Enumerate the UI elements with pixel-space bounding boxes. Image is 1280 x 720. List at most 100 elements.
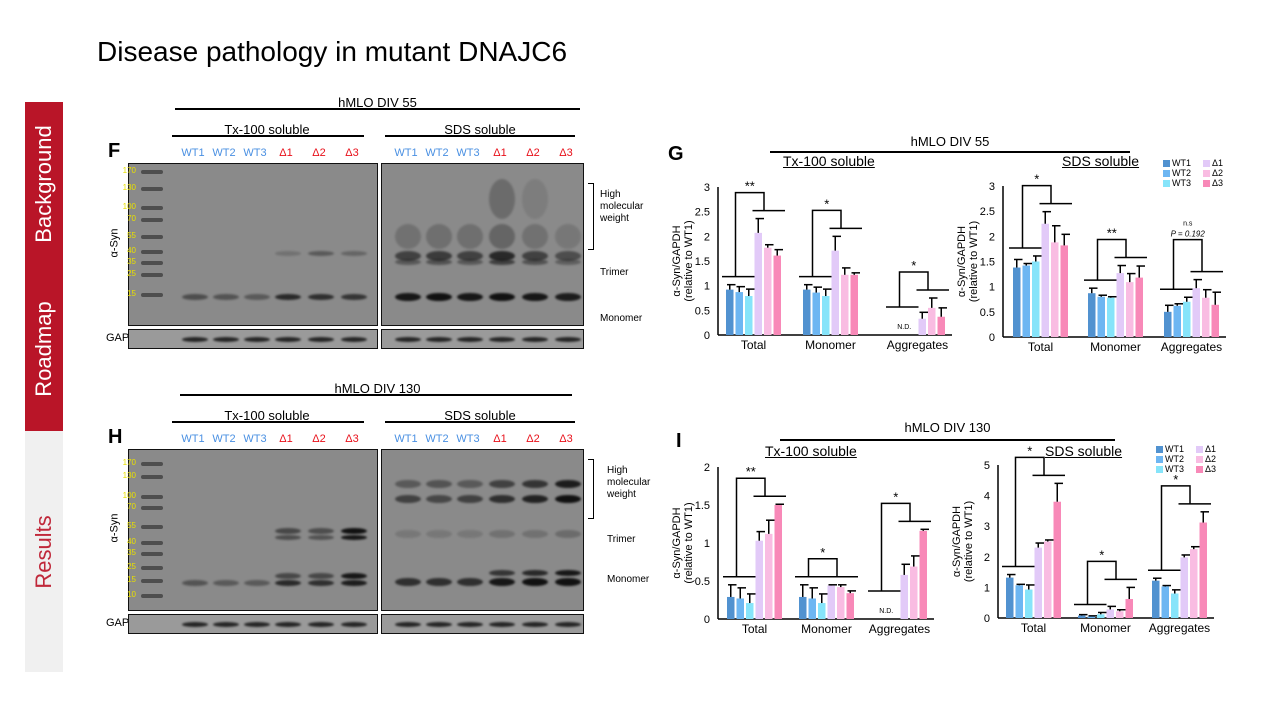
lane-label: Δ1 [493, 147, 507, 159]
protein-band [213, 622, 239, 627]
antibody-label: α-Syn [108, 513, 121, 543]
gapdh-blot-tx100 [128, 329, 378, 349]
legend-item: WT3 [1156, 464, 1196, 474]
marker-band [141, 250, 163, 254]
significance-label: * [1173, 472, 1178, 487]
divider [172, 421, 364, 423]
protein-band [457, 337, 483, 342]
blot-image-tx100 [128, 449, 378, 611]
marker-band [141, 579, 163, 583]
protein-band [275, 622, 301, 627]
protein-band [308, 528, 334, 534]
bar [1161, 586, 1169, 618]
x-tick-label: Total [1028, 340, 1053, 354]
marker-label: 170 [122, 458, 136, 467]
marker-band [141, 552, 163, 556]
x-tick-label: Monomer [1080, 621, 1131, 635]
marker-label: 170 [122, 166, 136, 175]
protein-band [395, 251, 421, 261]
chart-condition-g: hMLO DIV 55 [910, 134, 990, 149]
protein-band [244, 294, 270, 300]
legend-label: Δ1 [1205, 444, 1217, 454]
protein-band [555, 224, 581, 249]
protein-band [489, 259, 515, 265]
significance-bracket [1086, 560, 1117, 605]
legend-swatch [1203, 179, 1210, 187]
marker-label: 55 [127, 521, 136, 530]
marker-band [141, 273, 163, 277]
significance-label: * [824, 196, 829, 211]
sidebar-item-background[interactable]: Background [25, 102, 63, 266]
y-tick-label: 2 [704, 462, 710, 474]
blot-condition: hMLO DIV 130 [334, 381, 421, 396]
legend-item: WT1 [1156, 444, 1196, 454]
lane-label: WT2 [425, 433, 449, 445]
legend-swatch [1196, 455, 1203, 463]
bar [1164, 311, 1172, 337]
y-axis-label: α-Syn/GAPDH [671, 507, 683, 578]
bar [937, 316, 945, 335]
divider [770, 151, 1130, 153]
bar [755, 540, 763, 619]
protein-band [522, 578, 548, 586]
protein-band [522, 480, 548, 488]
legend-label: Δ1 [1212, 158, 1224, 168]
protein-band [244, 337, 270, 342]
protein-band [555, 259, 581, 265]
marker-band [141, 475, 163, 479]
protein-band [308, 535, 334, 540]
lane-label: Δ1 [279, 147, 293, 159]
legend-item: Δ3 [1203, 178, 1233, 188]
chart-title-i-sds: SDS soluble [1045, 443, 1123, 459]
y-tick-label: 5 [984, 460, 990, 472]
y-axis-label: (relative to WT1) [683, 220, 695, 301]
marker-label: 25 [127, 269, 136, 278]
bar [1211, 304, 1219, 337]
bar-chart-i-tx100: 0 0.5 1 1.5 2 α-Syn/GAPDH (relative to WT1) Tot… [671, 462, 934, 636]
marker-label: 35 [127, 548, 136, 557]
protein-band [489, 224, 515, 249]
bar [841, 274, 849, 335]
protein-band [457, 495, 483, 503]
marker-band [141, 506, 163, 510]
protein-band [182, 294, 208, 300]
band-label: Trimer [607, 534, 636, 545]
marker-label: 55 [127, 231, 136, 240]
bar [1135, 277, 1143, 337]
marker-band [141, 525, 163, 529]
slide-title: Disease pathology in mutant DNAJC6 [97, 36, 568, 67]
marker-label: 15 [127, 575, 136, 584]
x-tick-label: Monomer [801, 622, 852, 636]
sidebar-item-results[interactable]: Results [25, 431, 63, 672]
lane-label: WT3 [243, 147, 267, 159]
chart-title-i-tx: Tx-100 soluble [765, 443, 857, 459]
bar [765, 533, 773, 619]
antibody-label: α-Syn [108, 228, 121, 257]
x-tick-label: Total [1021, 621, 1046, 635]
legend-item: WT2 [1156, 454, 1196, 464]
bar [1107, 297, 1115, 337]
protein-band [275, 528, 301, 534]
bar [746, 603, 754, 619]
x-tick-label: Total [742, 622, 767, 636]
p-value-label: P = 0.192 [1171, 230, 1206, 239]
protein-band [213, 337, 239, 342]
bar [1006, 577, 1014, 618]
significance-bracket [1172, 238, 1203, 290]
protein-band [395, 259, 421, 265]
lane-label: WT3 [456, 147, 480, 159]
legend-item: Δ1 [1203, 158, 1233, 168]
y-tick-label: 0.5 [695, 305, 710, 317]
sidebar-label: Background [31, 125, 56, 243]
legend-swatch [1156, 445, 1163, 453]
bar [1025, 589, 1033, 618]
protein-band [522, 293, 548, 301]
protein-band [522, 259, 548, 265]
bar [1116, 273, 1124, 337]
lane-label: Δ2 [312, 147, 326, 159]
protein-band [555, 578, 581, 586]
marker-band [141, 566, 163, 570]
lane-label: Δ3 [559, 147, 573, 159]
sidebar-item-roadmap[interactable]: Roadmap [25, 266, 63, 431]
divider [385, 421, 575, 423]
